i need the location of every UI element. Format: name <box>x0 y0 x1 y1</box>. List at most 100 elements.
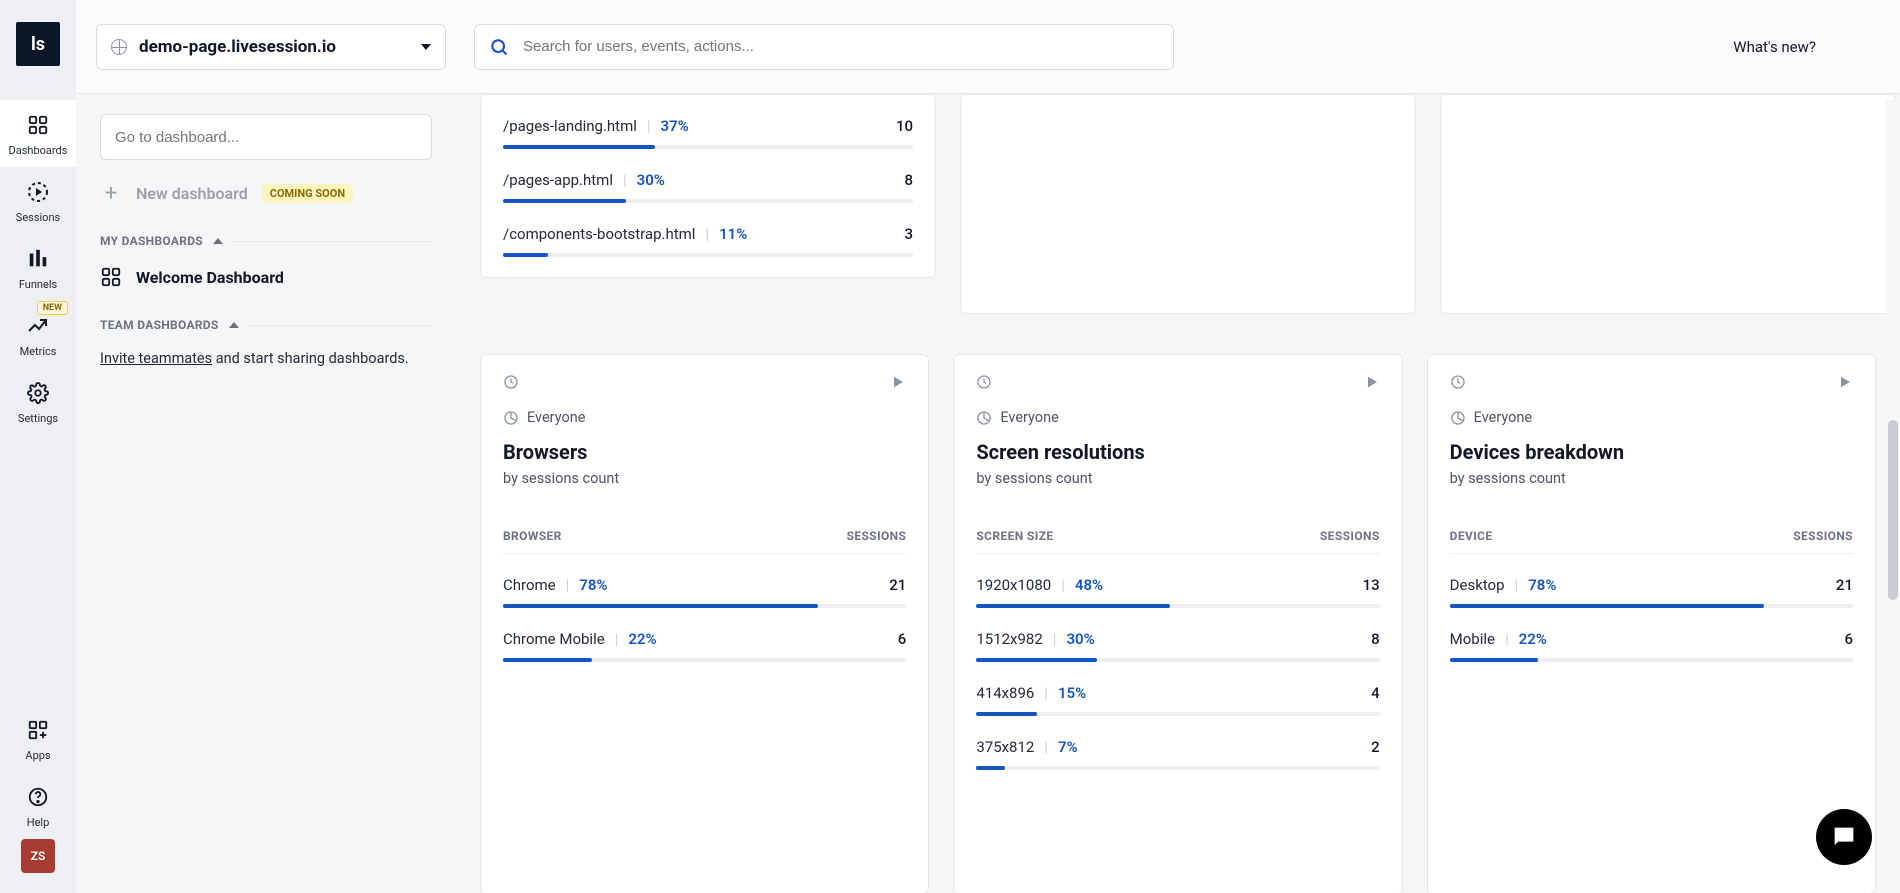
bar-fill <box>503 253 548 257</box>
metric-row[interactable]: 414x896|15%4 <box>976 684 1379 702</box>
section-title: MY DASHBOARDS <box>100 234 203 248</box>
metric-card: Everyone Browsers by sessions count BROWSER… <box>480 354 929 893</box>
page-pct: 11% <box>719 225 747 243</box>
metric-count: 21 <box>1836 576 1853 594</box>
metric-row[interactable]: 1920x1080|48%13 <box>976 576 1379 594</box>
logo[interactable]: ls <box>16 22 60 66</box>
metrics-icon <box>25 313 51 339</box>
funnels-icon <box>25 246 51 272</box>
segment-label: Everyone <box>527 409 585 426</box>
nav-label: Settings <box>18 412 58 425</box>
metric-name: Chrome <box>503 576 556 594</box>
metric-pct: 7% <box>1058 738 1078 756</box>
bar-fill <box>1450 658 1539 662</box>
nav-sessions[interactable]: Sessions <box>0 167 76 234</box>
segment-icon <box>503 410 519 426</box>
page-row[interactable]: /components-bootstrap.html|11%3 <box>503 225 913 243</box>
bar-fill <box>503 604 818 608</box>
nav-help[interactable]: Help <box>0 772 76 839</box>
col-left: BROWSER <box>503 529 562 543</box>
new-dashboard-row: + New dashboard COMING SOON <box>100 182 432 204</box>
empty-card <box>960 94 1416 314</box>
team-dashboards-header[interactable]: TEAM DASHBOARDS <box>100 318 432 332</box>
metric-row[interactable]: Desktop|78%21 <box>1450 576 1853 594</box>
dashboard-item-welcome[interactable]: Welcome Dashboard <box>100 266 432 288</box>
col-right: SESSIONS <box>1320 529 1380 543</box>
play-icon[interactable] <box>888 373 906 395</box>
dashboard-search[interactable] <box>100 114 432 160</box>
nav-dashboards[interactable]: Dashboards <box>0 100 76 167</box>
invite-teammates-link[interactable]: Invite teammates <box>100 350 212 367</box>
metric-count: 13 <box>1363 576 1380 594</box>
chevron-down-icon <box>421 44 431 50</box>
metric-row[interactable]: Chrome|78%21 <box>503 576 906 594</box>
metric-name: 375x812 <box>976 738 1034 756</box>
metric-row[interactable]: Mobile|22%6 <box>1450 630 1853 648</box>
metric-row[interactable]: 1512x982|30%8 <box>976 630 1379 648</box>
metric-pct: 22% <box>628 630 656 648</box>
nav-funnels[interactable]: Funnels <box>0 234 76 301</box>
clock-icon <box>503 374 519 394</box>
nav-settings[interactable]: Settings <box>0 368 76 435</box>
card-subtitle: by sessions count <box>1450 470 1853 487</box>
segment-icon <box>976 410 992 426</box>
scrollbar-thumb[interactable] <box>1888 420 1898 600</box>
metric-count: 21 <box>889 576 906 594</box>
site-selector[interactable]: demo-page.livesession.io <box>96 24 446 70</box>
card-title: Browsers <box>503 440 906 464</box>
bar-track <box>503 253 913 257</box>
dashboards-panel: + New dashboard COMING SOON MY DASHBOARD… <box>76 94 456 893</box>
bar-track <box>503 658 906 662</box>
nav-label: Metrics <box>20 345 57 358</box>
metric-row[interactable]: Chrome Mobile|22%6 <box>503 630 906 648</box>
bar-track <box>1450 604 1853 608</box>
gear-icon <box>25 380 51 406</box>
pages-card: /pages-landing.html|37%10/pages-app.html… <box>480 94 936 278</box>
chevron-up-icon <box>213 238 223 244</box>
page-row[interactable]: /pages-app.html|30%8 <box>503 171 913 189</box>
user-avatar[interactable]: ZS <box>21 839 55 873</box>
col-left: SCREEN SIZE <box>976 529 1053 543</box>
nav-label: Help <box>27 816 50 829</box>
global-search[interactable] <box>474 24 1174 70</box>
nav-apps[interactable]: Apps <box>0 705 76 772</box>
metric-name: 414x896 <box>976 684 1034 702</box>
chat-fab[interactable] <box>1816 809 1872 865</box>
col-right: SESSIONS <box>1793 529 1853 543</box>
page-path: /pages-landing.html <box>503 117 637 135</box>
bar-fill <box>976 604 1170 608</box>
bar-track <box>503 199 913 203</box>
metric-card: EveryoneScreen resolutionsby sessions co… <box>953 354 1402 893</box>
bar-track <box>976 604 1379 608</box>
page-count: 8 <box>904 171 913 189</box>
invite-text: Invite teammates and start sharing dashb… <box>100 350 432 367</box>
whats-new-link[interactable]: What's new? <box>1733 38 1816 56</box>
page-row[interactable]: /pages-landing.html|37%10 <box>503 117 913 135</box>
play-icon[interactable] <box>1362 373 1380 395</box>
search-input[interactable] <box>523 38 1159 55</box>
metric-row[interactable]: 375x812|7%2 <box>976 738 1379 756</box>
metric-count: 2 <box>1371 738 1380 756</box>
chevron-up-icon <box>229 322 239 328</box>
page-count: 3 <box>904 225 913 243</box>
apps-icon <box>25 717 51 743</box>
dashboard-search-input[interactable] <box>115 129 417 146</box>
sessions-icon <box>25 179 51 205</box>
new-dashboard-label: New dashboard <box>136 184 248 203</box>
section-title: TEAM DASHBOARDS <box>100 318 219 332</box>
card-subtitle: by sessions count <box>503 470 906 487</box>
segment-icon <box>1450 410 1466 426</box>
topbar: demo-page.livesession.io What's new? <box>76 0 1900 94</box>
metric-count: 6 <box>898 630 907 648</box>
dashboard-item-icon <box>100 266 122 288</box>
play-icon[interactable] <box>1835 373 1853 395</box>
page-count: 10 <box>896 117 913 135</box>
bar-track <box>976 712 1379 716</box>
bar-fill <box>503 199 626 203</box>
my-dashboards-header[interactable]: MY DASHBOARDS <box>100 234 432 248</box>
new-badge: NEW <box>37 301 68 315</box>
card-title: Screen resolutions <box>976 440 1379 464</box>
nav-metrics[interactable]: NEW Metrics <box>0 301 76 368</box>
dashboards-icon <box>25 112 51 138</box>
nav-label: Sessions <box>16 211 60 224</box>
